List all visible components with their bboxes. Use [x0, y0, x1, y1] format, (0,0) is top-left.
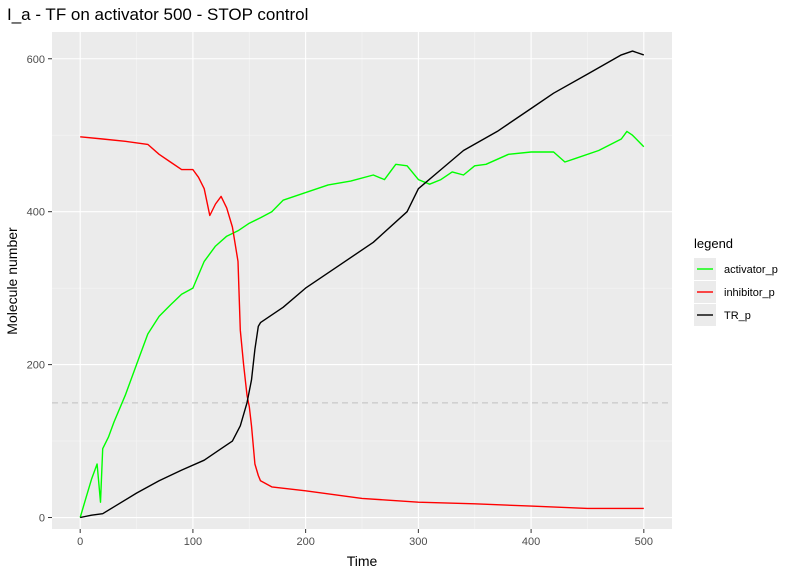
y-tick-label: 400	[27, 207, 45, 219]
x-tick-label: 0	[77, 536, 83, 548]
series-lines	[79, 50, 645, 519]
legend-items: activator_p inhibitor_p TR_p	[694, 258, 778, 326]
series-line-TR-p	[80, 50, 645, 519]
legend: legend activator_p inhibitor_p TR_p	[694, 236, 778, 326]
y-tick-label: 200	[27, 360, 45, 372]
major-gridlines	[52, 32, 672, 529]
legend-label-inhibitor-p: inhibitor_p	[724, 287, 775, 299]
series-line-inhibitor-p	[80, 136, 644, 510]
minor-gridlines	[52, 32, 672, 529]
chart-title: I_a - TF on activator 500 - STOP control	[7, 5, 308, 24]
y-tick-label: 0	[39, 513, 45, 525]
series-line-activator-p	[79, 130, 645, 518]
x-axis: 0 100 200 300 400 500	[77, 529, 653, 548]
x-tick-label: 300	[409, 536, 427, 548]
legend-label-TR-p: TR_p	[724, 310, 751, 322]
x-axis-title: Time	[347, 553, 378, 569]
x-tick-label: 200	[296, 536, 314, 548]
y-tick-label: 600	[27, 54, 45, 66]
y-axis-title: Molecule number	[4, 227, 20, 335]
y-axis: 0 200 400 600	[27, 54, 52, 525]
x-tick-label: 400	[522, 536, 540, 548]
x-tick-label: 500	[635, 536, 653, 548]
legend-title: legend	[694, 236, 733, 251]
x-tick-label: 100	[184, 536, 202, 548]
legend-label-activator-p: activator_p	[724, 264, 778, 276]
